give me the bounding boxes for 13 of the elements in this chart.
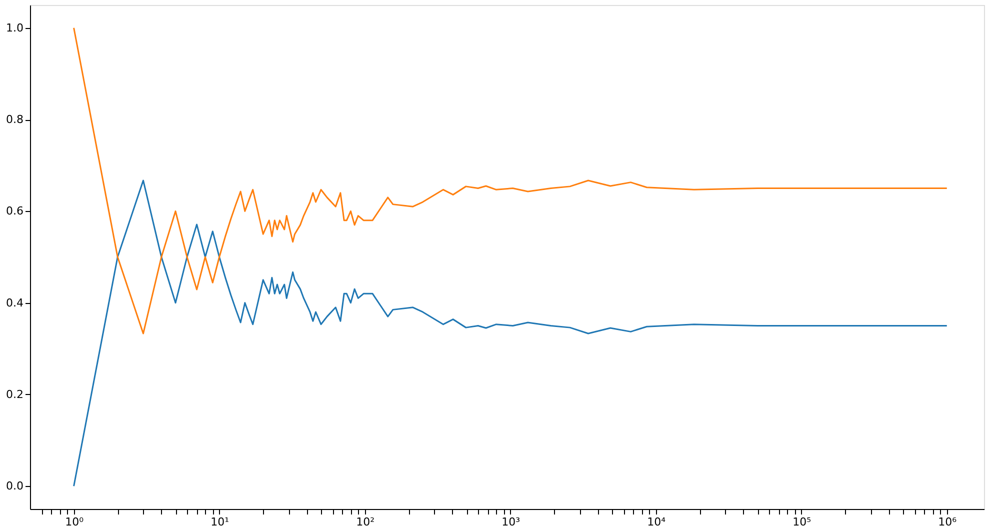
- y-tick-label: 0.4: [6, 296, 24, 310]
- x-tick-label: 10⁴: [647, 516, 666, 528]
- y-tick-label: 0.2: [6, 388, 24, 401]
- x-tick-label: 10⁶: [938, 516, 958, 528]
- y-tick-label: 0.8: [6, 113, 24, 126]
- x-tick-label: 10¹: [210, 516, 230, 528]
- x-tick-label: 10³: [502, 516, 520, 528]
- x-tick-label: 10⁵: [792, 516, 812, 528]
- y-tick-label: 1.0: [6, 21, 24, 34]
- y-tick-label: 0.0: [6, 480, 24, 493]
- y-tick-label: 0.6: [6, 204, 24, 218]
- x-tick-label: 10⁰: [65, 516, 84, 528]
- x-tick-label: 10²: [356, 516, 375, 528]
